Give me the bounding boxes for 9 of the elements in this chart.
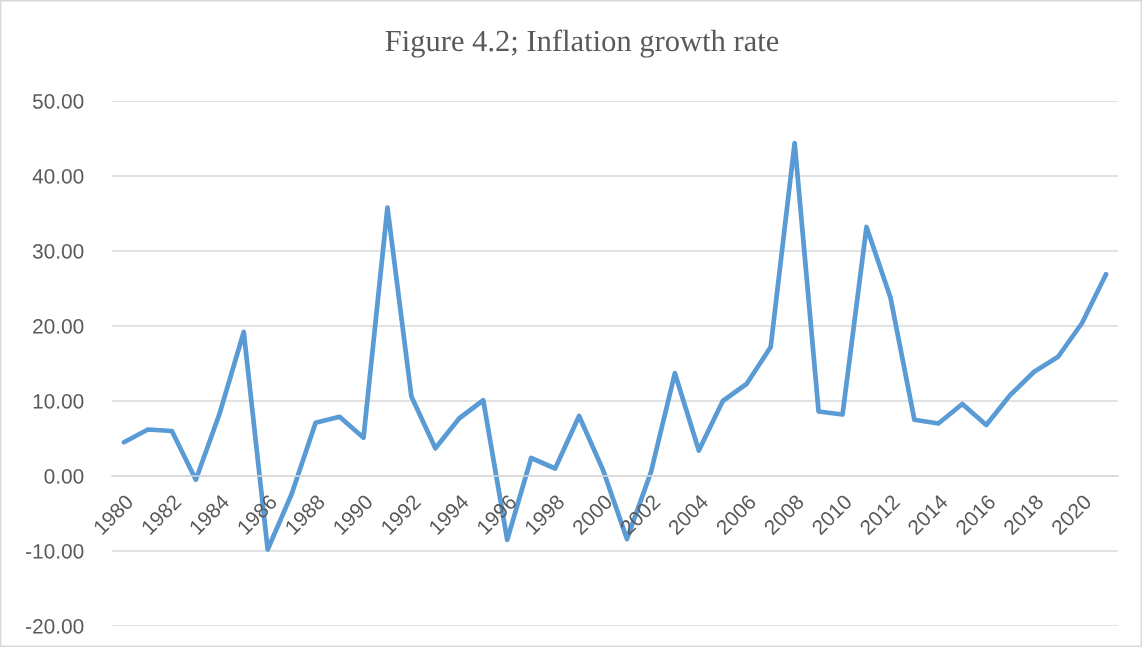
y-tick-label: 10.00 bbox=[33, 394, 84, 409]
y-tick-label: 30.00 bbox=[32, 244, 84, 259]
y-tick-label: 50.00 bbox=[32, 94, 84, 109]
y-tick-label: 0.00 bbox=[44, 469, 84, 484]
y-tick-label: 40.00 bbox=[32, 169, 84, 184]
y-tick-label: -10.00 bbox=[26, 544, 84, 559]
y-tick-label: 20.00 bbox=[33, 319, 84, 334]
y-tick-label: -20.00 bbox=[26, 619, 84, 634]
chart-title: Figure 4.2; Inflation growth rate bbox=[385, 29, 779, 58]
